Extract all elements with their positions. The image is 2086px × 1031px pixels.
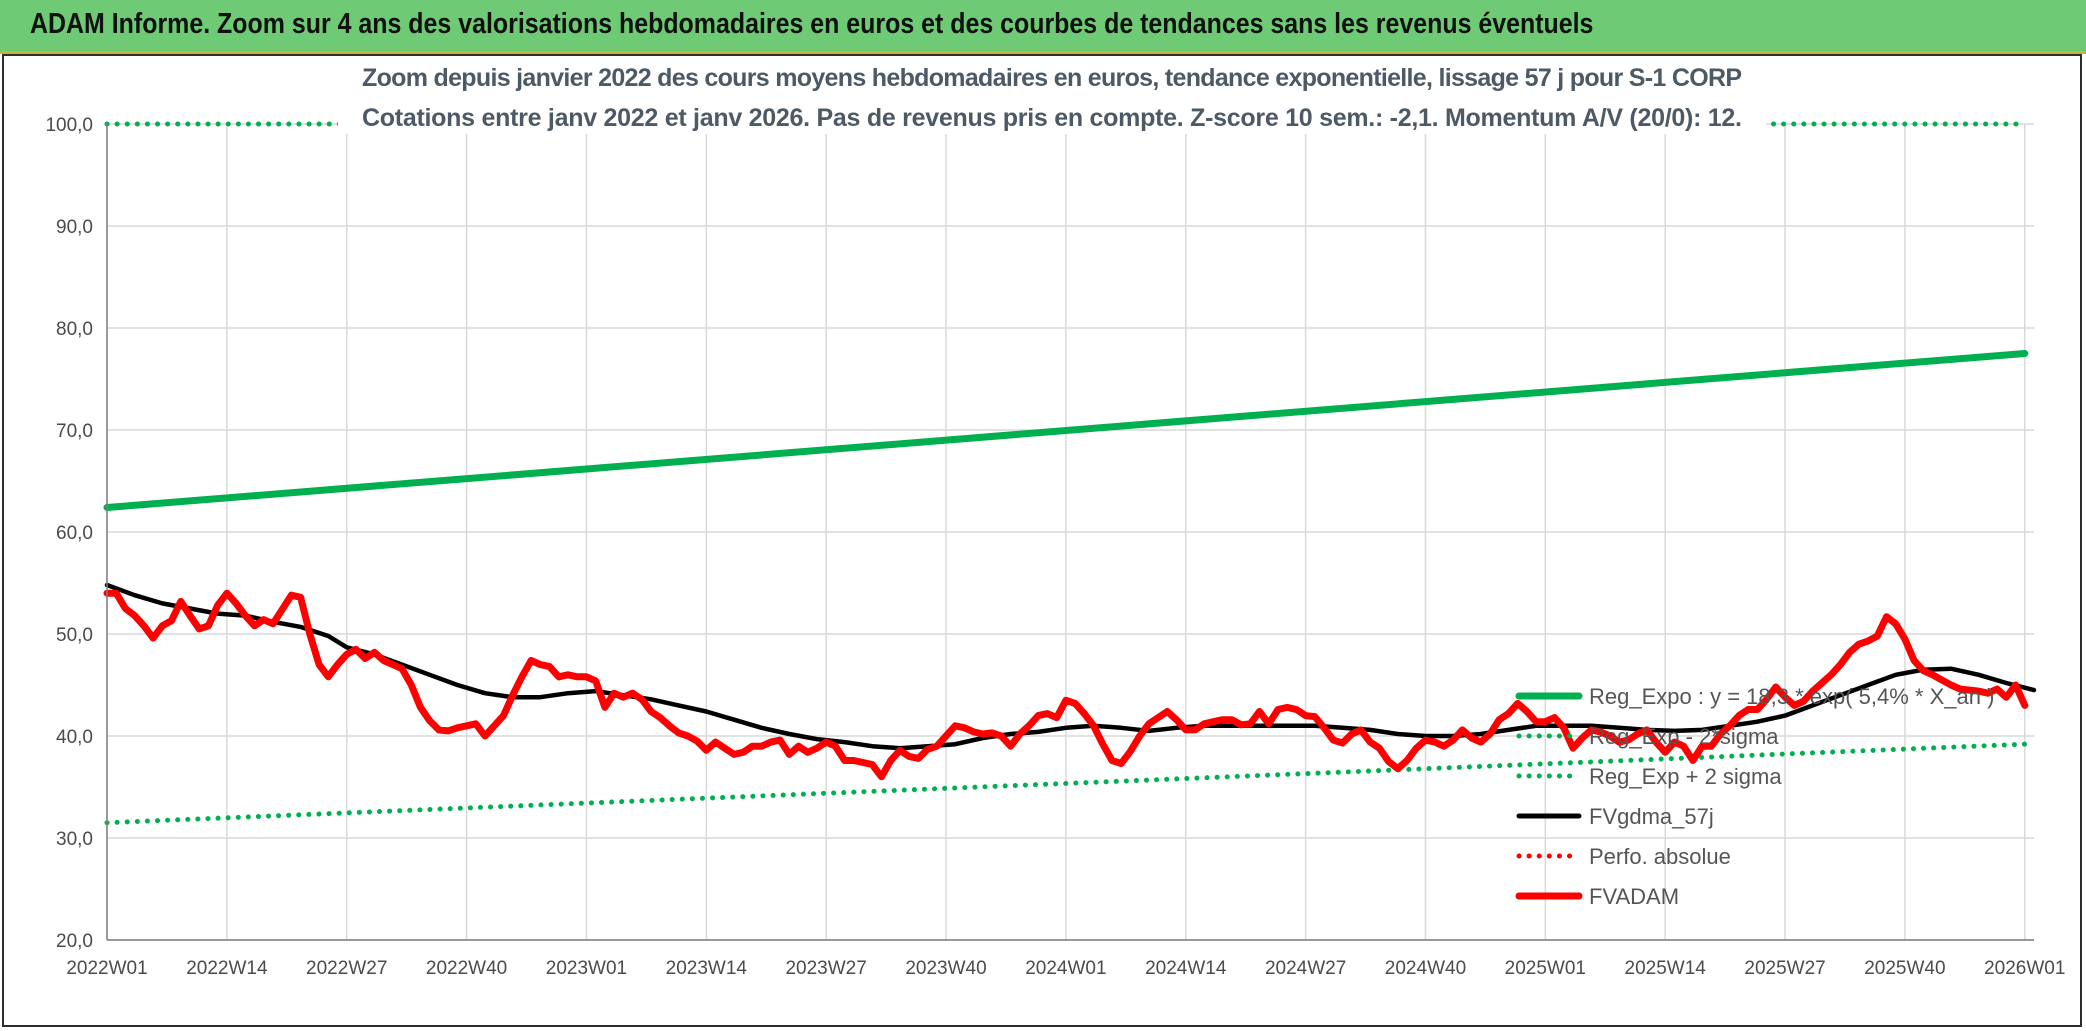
- x-tick-label: 2025W27: [1744, 958, 1825, 979]
- x-tick-label: 2025W14: [1625, 958, 1707, 979]
- x-tick-label: 2026W01: [1984, 958, 2065, 979]
- title-mask: [313, 62, 1791, 94]
- x-tick-label: 2023W40: [905, 958, 986, 979]
- line-chart: 20,0 30,0 40,0 50,0 60,0 70,0 80,0 90,0 100,0 202…: [45, 62, 2065, 979]
- x-tick-label: 2025W01: [1505, 958, 1586, 979]
- x-tick-label: 2024W14: [1145, 958, 1227, 979]
- x-tick-label: 2023W01: [546, 958, 627, 979]
- y-tick-label: 80,0: [56, 319, 93, 340]
- series-lines: [103, 121, 2037, 826]
- chart-frame: 20,0 30,0 40,0 50,0 60,0 70,0 80,0 90,0 100,0 202…: [2, 54, 2082, 1027]
- x-tick-label: 2023W14: [666, 958, 748, 979]
- legend-label-plus2: Reg_Exp + 2 sigma: [1589, 764, 1782, 789]
- header-banner: ADAM Informe. Zoom sur 4 ans des valoris…: [0, 0, 2086, 54]
- page-title: ADAM Informe. Zoom sur 4 ans des valoris…: [30, 8, 1594, 40]
- y-tick-label: 50,0: [56, 625, 93, 646]
- y-tick-label: 60,0: [56, 523, 93, 544]
- chart-title-line-2: Cotations entre janv 2022 et janv 2026. …: [362, 104, 1742, 132]
- chart-titles: Zoom depuis janvier 2022 des cours moyen…: [313, 62, 1791, 134]
- x-tick-label: 2024W40: [1385, 958, 1466, 979]
- title-mask: [337, 102, 1767, 134]
- x-tick-label: 2024W01: [1025, 958, 1106, 979]
- fvadam-line: [103, 589, 2029, 781]
- legend-label-fvgdma: FVgdma_57j: [1589, 804, 1714, 829]
- fvgdma-57j-line: [104, 582, 2037, 751]
- x-tick-label: 2022W01: [66, 958, 147, 979]
- x-tick-label: 2023W27: [785, 958, 866, 979]
- reg-expo-line: [103, 350, 2029, 512]
- x-tick-label: 2025W40: [1864, 958, 1945, 979]
- axes: 20,0 30,0 40,0 50,0 60,0 70,0 80,0 90,0 100,0 202…: [45, 115, 2065, 979]
- y-tick-label: 40,0: [56, 727, 93, 748]
- x-tick-label: 2022W14: [186, 958, 268, 979]
- x-tick-label: 2022W27: [306, 958, 387, 979]
- legend-label-minus2: Reg_Exp - 2*sigma: [1589, 724, 1779, 749]
- y-tick-label: 100,0: [45, 115, 93, 136]
- legend-label-fvadam: FVADAM: [1589, 884, 1679, 909]
- y-tick-label: 20,0: [56, 931, 93, 952]
- y-tick-label: 70,0: [56, 421, 93, 442]
- y-tick-label: 30,0: [56, 829, 93, 850]
- legend: Reg_Expo : y = 18,3 * exp( 5,4% * X_an )…: [1515, 684, 1994, 909]
- reg-exp-minus-2sigma-line: [104, 741, 2028, 826]
- chart-title-line-1: Zoom depuis janvier 2022 des cours moyen…: [362, 64, 1742, 92]
- x-tick-label: 2024W27: [1265, 958, 1346, 979]
- legend-label-perfo: Perfo. absolue: [1589, 844, 1731, 869]
- x-tick-label: 2022W40: [426, 958, 507, 979]
- y-tick-label: 90,0: [56, 217, 93, 238]
- gridlines: [106, 123, 2034, 941]
- legend-label-reg_expo: Reg_Expo : y = 18,3 * exp( 5,4% * X_an ): [1589, 684, 1994, 709]
